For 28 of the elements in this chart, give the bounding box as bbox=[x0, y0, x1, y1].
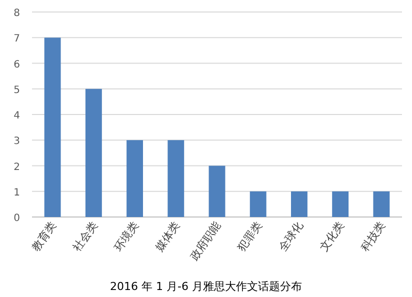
bar bbox=[85, 88, 102, 217]
bar bbox=[332, 191, 349, 217]
text: 2016 年 1 月-6 月雅思大作文话题分布 bbox=[110, 280, 302, 293]
x-tick-label: 全球化 bbox=[276, 219, 306, 254]
y-tick-label: 7 bbox=[14, 34, 20, 45]
x-tick-label: 环境类 bbox=[112, 219, 142, 254]
x-tick-label: 教育类 bbox=[29, 219, 60, 254]
bar bbox=[168, 140, 184, 217]
y-tick-label: 0 bbox=[14, 213, 20, 224]
x-tick-label: 犯罪类 bbox=[234, 219, 265, 254]
x-tick-label: 媒体类 bbox=[152, 219, 182, 254]
bar bbox=[373, 191, 390, 217]
y-tick-label: 5 bbox=[14, 84, 20, 96]
y-tick-label: 2 bbox=[14, 162, 20, 173]
y-tick-label: 4 bbox=[14, 110, 20, 122]
x-tick-label: 科技类 bbox=[358, 219, 388, 254]
bar bbox=[44, 38, 61, 217]
y-tick-label: 8 bbox=[14, 8, 20, 19]
y-tick-label: 6 bbox=[14, 59, 20, 70]
y-tick-label: 1 bbox=[14, 187, 20, 198]
bar bbox=[250, 191, 266, 217]
x-tick-label: 文化类 bbox=[317, 219, 347, 254]
bar bbox=[291, 191, 308, 217]
bar bbox=[126, 140, 143, 217]
bar bbox=[208, 166, 226, 217]
x-tick-label: 社会类 bbox=[70, 219, 100, 254]
y-tick-label: 3 bbox=[14, 136, 20, 148]
x-tick-label: 政府职能 bbox=[188, 219, 224, 263]
